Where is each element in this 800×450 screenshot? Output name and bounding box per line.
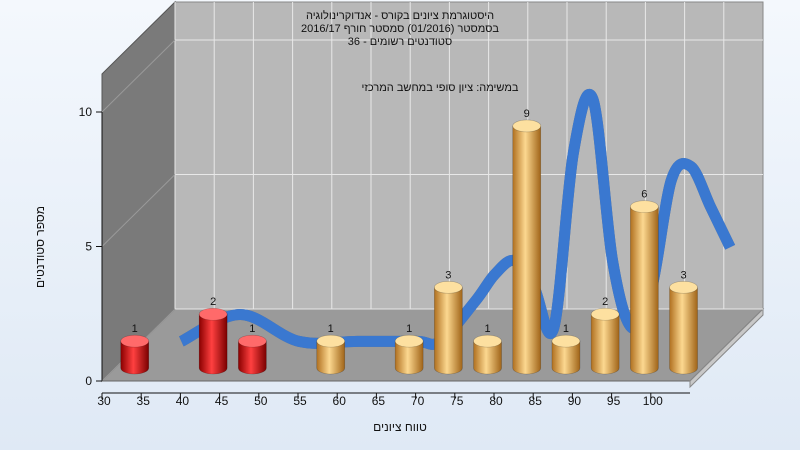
bar-8	[512, 125, 542, 375]
bar-4	[316, 340, 346, 375]
bar-6	[434, 287, 463, 375]
x-tick-label: 100	[643, 394, 663, 408]
bar-12	[669, 287, 698, 375]
chart-title-line-1: היסטוגרמת ציונים בקורס - אנדוקרינולוגיה	[305, 10, 495, 22]
x-tick-label: 50	[254, 394, 268, 408]
x-tick-label: 65	[372, 394, 386, 408]
bar-9	[551, 340, 581, 375]
y-tick-label: 5	[85, 240, 92, 254]
x-tick-label: 30	[97, 394, 111, 408]
bar-2-top	[198, 307, 228, 321]
x-tick-label: 80	[489, 394, 503, 408]
trend-ribbon	[178, 88, 736, 350]
chart-floor-edge	[689, 307, 764, 389]
x-tick-label: 90	[568, 394, 582, 408]
bar-4-top	[316, 334, 346, 348]
x-tick-label: 55	[293, 394, 307, 408]
data-label-9: 1	[563, 323, 569, 335]
data-label-10: 2	[602, 296, 608, 308]
data-label-2: 2	[210, 296, 216, 308]
x-tick-label: 85	[529, 394, 543, 408]
data-label-3: 1	[249, 323, 255, 335]
x-tick-label: 95	[607, 394, 621, 408]
data-label-7: 1	[484, 323, 490, 335]
x-tick-label: 70	[411, 394, 425, 408]
bar-1-top	[120, 334, 150, 348]
data-label-1: 1	[132, 323, 138, 335]
bar-7-top	[473, 334, 502, 348]
grid-line-side	[101, 39, 176, 113]
x-tick-label: 60	[333, 394, 347, 408]
grid-line-side	[101, 174, 176, 247]
x-axis-label: טווח ציונים	[373, 420, 427, 434]
bar-9-top	[551, 334, 581, 348]
bar-1	[120, 340, 150, 375]
bar-5-top	[394, 334, 424, 348]
data-label-11: 6	[641, 189, 647, 201]
data-label-8: 9	[524, 108, 530, 120]
chart-title-line-3: סטודנטים רשומים - 36	[347, 36, 453, 48]
chart-subtitle: במשימה: ציון סופי במחשב המרכזי	[361, 82, 519, 94]
y-axis-label: מספר סטודנטים	[33, 205, 47, 289]
data-label-6: 3	[445, 269, 451, 281]
x-tick-label: 40	[176, 394, 190, 408]
data-label-5: 1	[406, 323, 412, 335]
bar-5	[394, 340, 424, 375]
y-tick-label: 0	[85, 374, 92, 388]
bar-10	[590, 313, 620, 375]
chart-title-line-2: בסמסטר (01/2016) סמסטר חורף 2016/17	[300, 23, 500, 35]
data-label-12: 3	[680, 269, 686, 281]
bar-3-top	[238, 334, 267, 348]
bar-2	[198, 313, 228, 375]
x-tick-label: 45	[215, 394, 229, 408]
chart-title: היסטוגרמת ציונים בקורס - אנדוקרינולוגיה …	[0, 10, 800, 49]
bar-8-top	[512, 119, 542, 133]
bar-3	[238, 340, 267, 375]
y-tick-label: 10	[79, 105, 93, 119]
bar-12-top	[669, 281, 698, 294]
data-label-4: 1	[328, 323, 334, 335]
bar-7	[473, 340, 502, 375]
bar-10-top	[590, 307, 620, 321]
x-tick-label: 35	[137, 394, 151, 408]
bar-11-top	[630, 200, 659, 213]
x-tick-label: 75	[450, 394, 464, 408]
bar-11	[630, 206, 659, 375]
bar-6-top	[434, 281, 463, 294]
